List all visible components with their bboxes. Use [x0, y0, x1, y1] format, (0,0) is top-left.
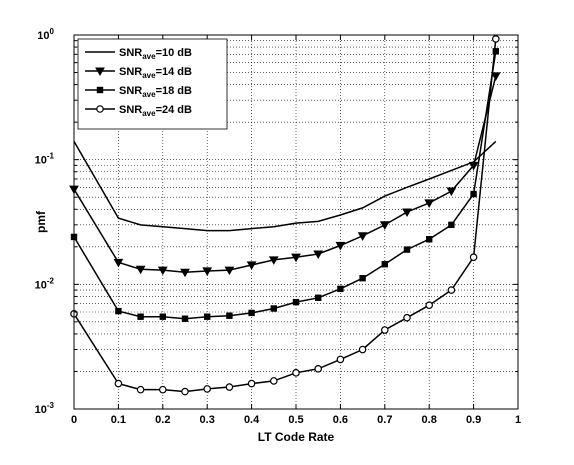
data-point [203, 313, 211, 320]
x-tick-label: 0.1 [111, 414, 126, 426]
data-point [337, 285, 344, 293]
legend-label: SNRave=18 dB [119, 85, 192, 99]
data-point [180, 268, 190, 278]
data-point [492, 48, 499, 55]
data-point [224, 266, 235, 276]
series-1 [73, 140, 497, 232]
y-tick-label: 10-3 [35, 401, 55, 416]
y-tick-labels: 10-3 10-2 10-1 100 [35, 27, 55, 416]
x-tick-label: 0 [71, 414, 77, 426]
data-point [335, 241, 346, 251]
data-point [357, 232, 368, 241]
data-point [379, 221, 390, 230]
data-point [469, 253, 478, 262]
data-point [135, 265, 146, 275]
data-point [226, 312, 233, 319]
data-point [448, 221, 455, 229]
data-point [425, 236, 433, 243]
series-2 [69, 72, 501, 278]
series-4 [70, 35, 500, 396]
legend-entry: SNRave=10 dB [85, 47, 192, 61]
data-point [292, 298, 300, 306]
y-tick-label: 100 [37, 27, 54, 42]
legend-entry: SNRave=18 dB [85, 85, 192, 99]
legend-marker [96, 105, 104, 113]
data-point [270, 305, 277, 312]
data-point [490, 72, 501, 81]
data-point [359, 274, 366, 282]
x-tick-labels: 0 0.1 0.2 0.3 0.4 0.5 0.6 0.7 0.8 0.9 1 [71, 414, 521, 426]
ticks [73, 35, 519, 409]
y-axis-label: pmf [34, 210, 48, 233]
data-point [159, 313, 166, 320]
data-point [159, 385, 167, 394]
y-tick-label: 10-2 [35, 276, 55, 291]
legend-entry: SNRave=24 dB [85, 104, 192, 118]
x-tick-label: 0.6 [333, 414, 348, 426]
data-point [402, 208, 412, 218]
data-point [446, 187, 457, 197]
legend-label: SNRave=14 dB [119, 66, 192, 80]
x-axis-label: LT Code Rate [258, 430, 335, 444]
data-point [336, 355, 345, 364]
series-3 [70, 48, 499, 322]
data-point [447, 286, 456, 294]
data-point [491, 35, 500, 43]
data-point [114, 379, 123, 388]
legend-marker [95, 67, 105, 77]
data-point [203, 385, 212, 393]
x-tick-label: 0.7 [377, 414, 392, 426]
y-tick-label: 10-1 [35, 152, 55, 167]
series-layer [69, 35, 501, 396]
data-point [268, 256, 279, 265]
data-point [202, 267, 213, 276]
data-point [424, 199, 435, 208]
x-tick-label: 0.8 [422, 414, 437, 426]
data-point [314, 365, 323, 373]
data-point [291, 253, 301, 263]
x-tick-label: 0.4 [244, 414, 260, 426]
data-point [248, 309, 255, 317]
data-point [468, 161, 479, 171]
data-point [425, 301, 434, 310]
legend: SNRave=10 dB SNRave=14 dB SNRave=18 dB SNRa… [77, 38, 228, 130]
data-point [403, 313, 411, 322]
data-point [115, 307, 122, 315]
data-point [136, 385, 145, 394]
data-point [225, 383, 234, 391]
data-point [314, 294, 322, 301]
data-point [380, 326, 389, 334]
x-tick-label: 1 [515, 414, 521, 426]
data-point [381, 261, 388, 268]
data-point [137, 313, 144, 320]
data-point [292, 369, 300, 377]
legend-marker [96, 86, 104, 94]
legend-entry: SNRave=14 dB [85, 66, 192, 80]
data-point [269, 377, 278, 385]
data-point [181, 387, 189, 396]
data-point [246, 261, 257, 270]
data-point [403, 246, 411, 253]
legend-label: SNRave=10 dB [119, 47, 192, 61]
x-tick-label: 0.2 [155, 414, 170, 426]
data-point [181, 315, 189, 322]
legend-label: SNRave=24 dB [119, 104, 192, 118]
legend-box [77, 38, 228, 130]
data-point [247, 379, 256, 388]
x-tick-label: 0.5 [288, 414, 303, 426]
data-point [113, 258, 124, 268]
data-point [313, 250, 324, 260]
data-point [470, 190, 477, 198]
data-point [157, 266, 168, 276]
data-point [358, 345, 367, 354]
x-tick-label: 0.3 [200, 414, 215, 426]
x-tick-label: 0.9 [466, 414, 481, 426]
series-line [73, 140, 497, 232]
